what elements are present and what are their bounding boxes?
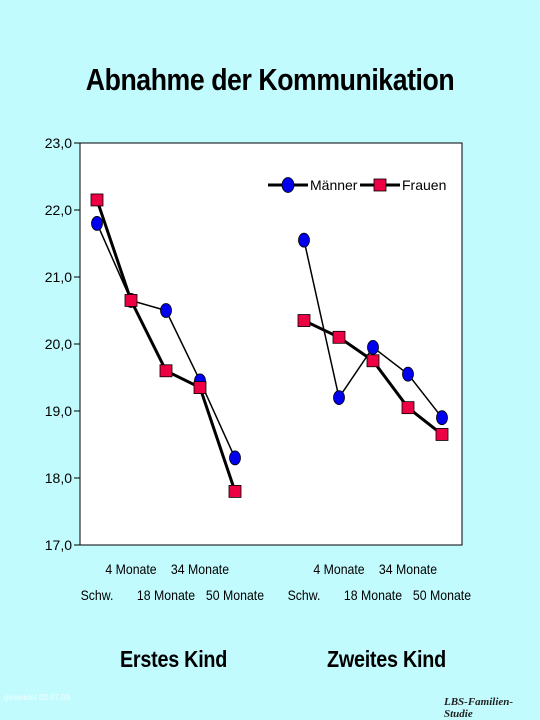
data-point-maenner [402,366,414,382]
x-tick-label: 34 Monate [379,561,437,577]
x-tick-label: 4 Monate [313,561,364,577]
data-point-maenner [160,303,172,318]
data-point-maenner [367,339,379,355]
data-point-frauen [193,381,207,394]
data-point-frauen [435,428,449,441]
data-point-maenner [333,390,345,406]
y-tick-label: 17,0 [45,537,72,553]
x-tick-label: 18 Monate [344,587,402,603]
x-tick-label: 4 Monate [105,561,156,577]
y-tick-label: 19,0 [45,403,72,419]
y-tick-label: 18,0 [45,470,72,486]
y-tick-label: 23,0 [45,135,72,151]
data-point-frauen [297,314,311,327]
footer-source: LBS-Familien-Studie [444,696,514,720]
data-point-frauen [159,364,173,378]
data-point-frauen [332,330,346,344]
legend-label-frauen: Frauen [402,177,446,193]
group-label-erstes-kind: Erstes Kind [120,646,228,672]
plot-area [79,142,463,546]
chart-title: Abnahme der Kommunikation [85,62,455,97]
x-tick-label: 50 Monate [413,587,471,603]
x-tick-label: Schw. [81,587,114,603]
y-tick-label: 20,0 [45,336,72,352]
data-point-maenner [91,215,103,231]
data-point-frauen [90,193,104,207]
y-tick-label: 22,0 [45,202,72,218]
x-tick-label: 50 Monate [206,587,264,603]
group-label-zweites-kind: Zweites Kind [327,646,446,672]
data-point-frauen [401,401,415,415]
y-tick-label: 21,0 [45,269,72,285]
legend-label-maenner: Männer [310,177,358,193]
x-tick-label: 18 Monate [137,587,195,603]
data-point-frauen [228,484,242,498]
data-point-maenner [298,232,310,248]
x-tick-label: Schw. [288,587,321,603]
legend-marker-maenner [281,177,295,193]
data-point-frauen [124,294,138,307]
data-point-maenner [229,450,241,466]
footer-date: gesendet 02.07.09 [4,693,71,702]
x-tick-label: 34 Monate [171,561,229,577]
data-point-frauen [366,354,380,368]
data-point-maenner [436,410,448,426]
legend-marker-frauen [373,178,387,192]
